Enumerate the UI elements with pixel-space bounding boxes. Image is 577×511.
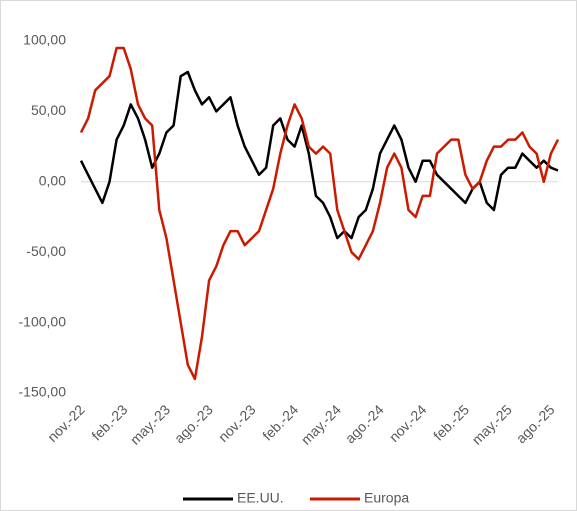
y-tick-label: 0,00 bbox=[39, 173, 66, 189]
legend-label: EE.UU. bbox=[237, 490, 284, 506]
y-tick-label: 50,00 bbox=[31, 102, 66, 118]
series-line bbox=[79, 46, 560, 381]
y-tick-label: -100,00 bbox=[19, 313, 67, 329]
legend-label: Europa bbox=[364, 490, 409, 506]
y-tick-label: 100,00 bbox=[23, 32, 66, 48]
y-tick-label: -150,00 bbox=[19, 384, 67, 400]
y-tick-label: -50,00 bbox=[26, 243, 66, 259]
